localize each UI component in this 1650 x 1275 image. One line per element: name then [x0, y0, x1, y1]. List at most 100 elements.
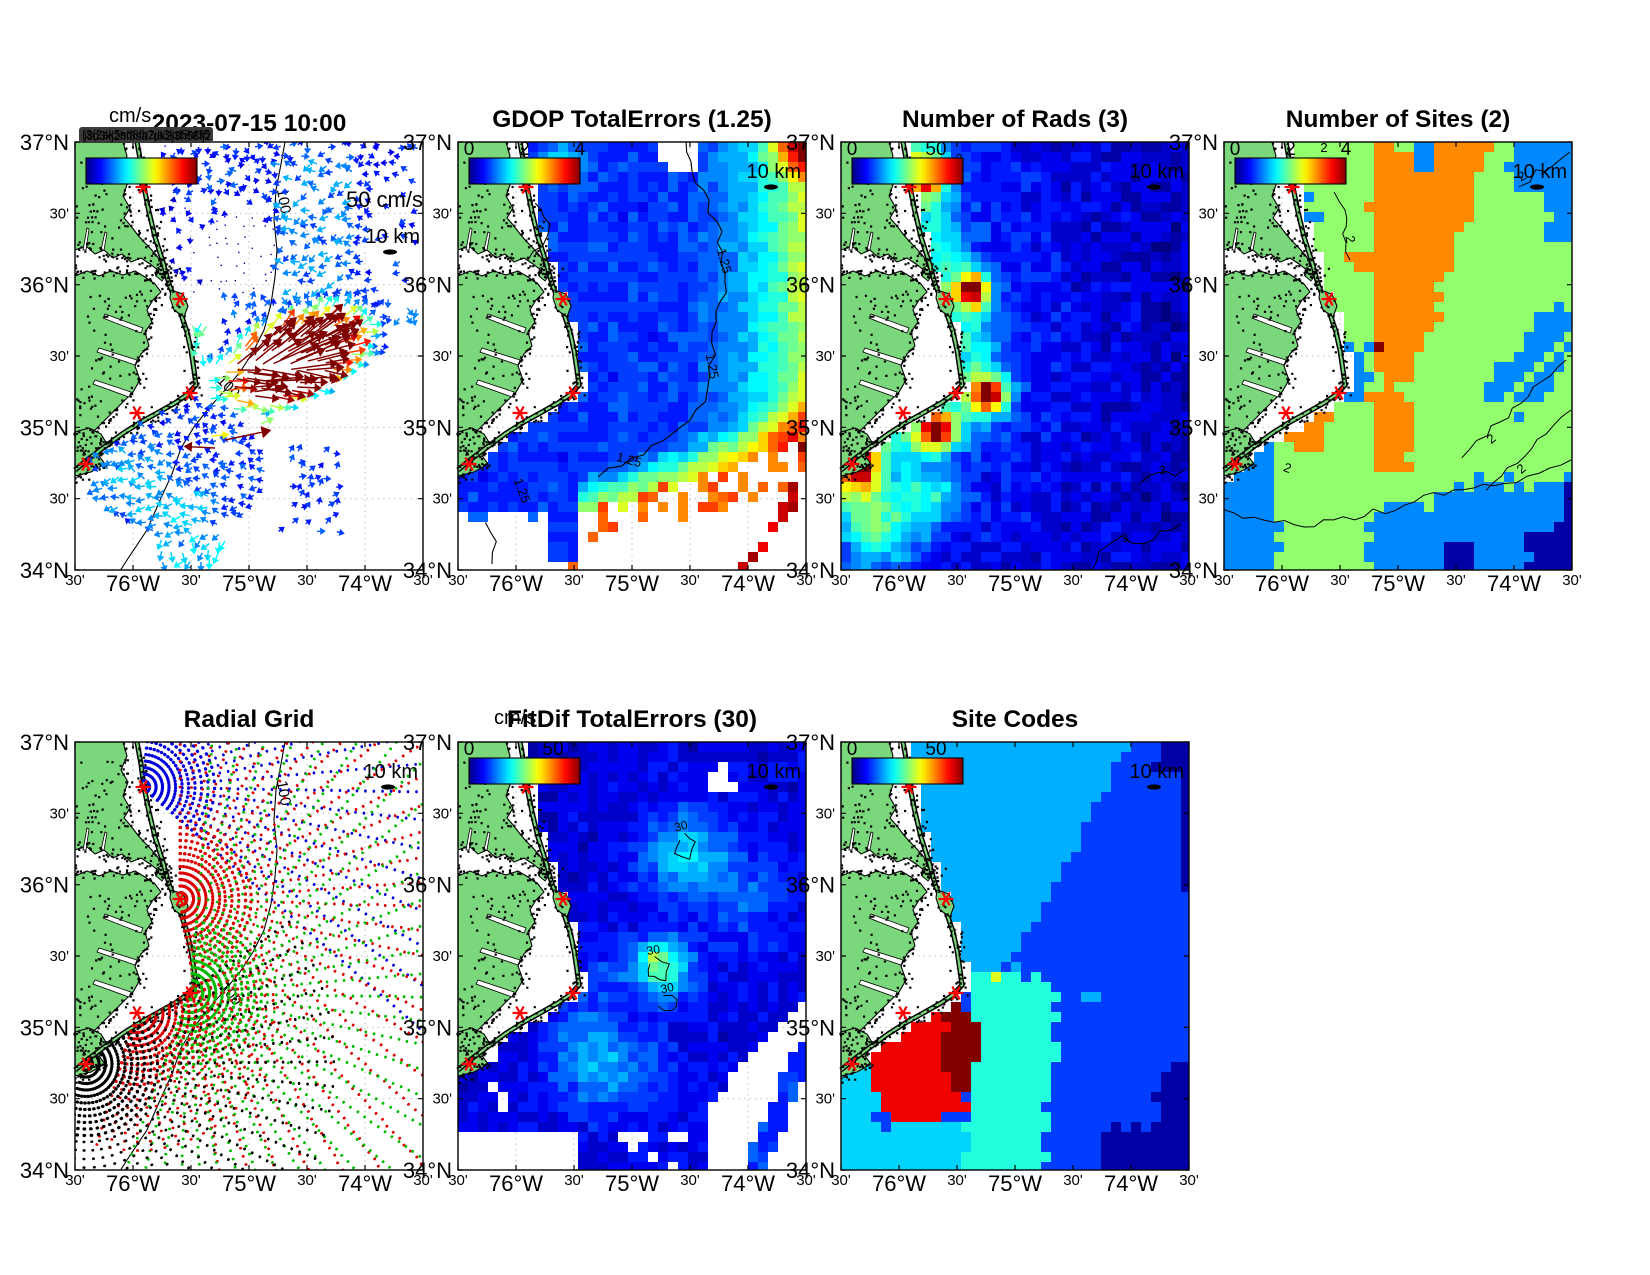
svg-text:36°N: 36°N: [786, 273, 835, 298]
svg-text:30': 30': [1063, 572, 1083, 589]
svg-text:30': 30': [796, 572, 816, 589]
svg-text:74°W: 74°W: [1487, 571, 1541, 596]
svg-text:36°N: 36°N: [20, 273, 69, 298]
svg-text:1.25: 1.25: [714, 247, 735, 275]
svg-text:76°W: 76°W: [106, 571, 160, 596]
svg-text:4: 4: [1341, 139, 1352, 160]
svg-text:30: 30: [659, 980, 675, 997]
svg-text:10 km: 10 km: [1513, 161, 1567, 183]
svg-text:36°N: 36°N: [403, 873, 452, 898]
svg-text:30': 30': [680, 1172, 700, 1189]
svg-text:37°N: 37°N: [403, 730, 452, 755]
svg-text:30': 30': [297, 1172, 317, 1189]
svg-text:30': 30': [432, 491, 452, 508]
svg-text:30': 30': [432, 205, 452, 222]
svg-text:74°W: 74°W: [1104, 1171, 1158, 1196]
svg-text:74°W: 74°W: [721, 571, 775, 596]
svg-text:3: 3: [1158, 463, 1167, 478]
svg-text:37°N: 37°N: [20, 730, 69, 755]
svg-text:37°N: 37°N: [20, 130, 69, 155]
svg-text:30': 30': [947, 1172, 967, 1189]
svg-text:30': 30': [49, 491, 69, 508]
svg-text:74°W: 74°W: [721, 1171, 775, 1196]
svg-text:75°W: 75°W: [222, 1171, 276, 1196]
svg-text:30': 30': [815, 805, 835, 822]
svg-text:3: 3: [1120, 530, 1130, 545]
svg-text:10 km: 10 km: [747, 161, 801, 183]
svg-text:75°W: 75°W: [988, 571, 1042, 596]
svg-text:36°N: 36°N: [403, 273, 452, 298]
svg-text:30': 30': [1198, 491, 1218, 508]
svg-text:FitDif TotalErrors (30): FitDif TotalErrors (30): [507, 706, 757, 733]
svg-text:10 km: 10 km: [747, 761, 801, 783]
svg-text:35°N: 35°N: [1169, 415, 1218, 440]
svg-text:30': 30': [1179, 572, 1199, 589]
svg-text:30': 30': [1446, 572, 1466, 589]
svg-text:30': 30': [1562, 572, 1582, 589]
svg-text:34°N: 34°N: [403, 1158, 452, 1183]
svg-text:30': 30': [181, 1172, 201, 1189]
svg-text:37°N: 37°N: [786, 730, 835, 755]
svg-text:34°N: 34°N: [403, 558, 452, 583]
svg-text:30': 30': [831, 572, 851, 589]
svg-text:76°W: 76°W: [1255, 571, 1309, 596]
svg-text:GDOP TotalErrors (1.25): GDOP TotalErrors (1.25): [492, 106, 772, 133]
svg-text:30': 30': [49, 348, 69, 365]
svg-text:4: 4: [575, 139, 586, 160]
svg-text:74°W: 74°W: [338, 571, 392, 596]
svg-text:30': 30': [432, 948, 452, 965]
svg-text:(3(2ak5sd8fh2ja3kd5hf35: (3(2ak5sd8fh2ja3kd5hf35: [82, 127, 210, 142]
svg-text:cm/s: cm/s: [494, 707, 536, 729]
svg-text:30': 30': [181, 572, 201, 589]
svg-text:0: 0: [464, 139, 475, 160]
svg-text:30: 30: [646, 942, 662, 958]
svg-text:30': 30': [815, 948, 835, 965]
svg-text:0: 0: [847, 739, 858, 760]
svg-text:35°N: 35°N: [786, 1015, 835, 1040]
svg-text:34°N: 34°N: [786, 1158, 835, 1183]
svg-text:10 km: 10 km: [1130, 161, 1184, 183]
svg-text:76°W: 76°W: [489, 571, 543, 596]
svg-text:30': 30': [49, 948, 69, 965]
svg-text:30': 30': [65, 572, 85, 589]
svg-text:36°N: 36°N: [1169, 273, 1218, 298]
svg-text:Radial Grid: Radial Grid: [184, 706, 315, 733]
svg-text:74°W: 74°W: [338, 1171, 392, 1196]
svg-text:1.25: 1.25: [615, 449, 643, 470]
svg-text:30': 30': [432, 805, 452, 822]
svg-text:30': 30': [49, 1091, 69, 1108]
svg-text:35°N: 35°N: [20, 1015, 69, 1040]
svg-text:75°W: 75°W: [605, 571, 659, 596]
svg-text:10 km: 10 km: [364, 761, 418, 783]
svg-text:10 km: 10 km: [1130, 761, 1184, 783]
svg-text:2: 2: [1285, 139, 1296, 160]
svg-text:50: 50: [925, 739, 946, 760]
svg-text:36°N: 36°N: [786, 873, 835, 898]
svg-text:34°N: 34°N: [1169, 558, 1218, 583]
svg-text:34°N: 34°N: [20, 558, 69, 583]
svg-text:50 cm/s: 50 cm/s: [346, 187, 423, 212]
svg-text:30': 30': [448, 572, 468, 589]
svg-text:30': 30': [815, 491, 835, 508]
svg-text:2: 2: [1342, 234, 1358, 244]
svg-text:76°W: 76°W: [489, 1171, 543, 1196]
svg-text:76°W: 76°W: [872, 571, 926, 596]
svg-text:0: 0: [464, 739, 475, 760]
svg-text:2: 2: [1320, 140, 1327, 155]
svg-text:30': 30': [815, 348, 835, 365]
svg-text:30': 30': [564, 1172, 584, 1189]
svg-text:75°W: 75°W: [988, 1171, 1042, 1196]
svg-text:30': 30': [831, 1172, 851, 1189]
svg-text:74°W: 74°W: [1104, 571, 1158, 596]
svg-text:)8d3kj2hf8sa7dk2j3h58fj2: )8d3kj2hf8sa7dk2j3h58fj2: [83, 128, 211, 143]
svg-text:30': 30': [432, 1091, 452, 1108]
svg-text:30': 30': [564, 572, 584, 589]
svg-text:Number of Sites (2): Number of Sites (2): [1286, 106, 1511, 133]
svg-text:76°W: 76°W: [872, 1171, 926, 1196]
svg-text:36°N: 36°N: [20, 873, 69, 898]
svg-text:50: 50: [542, 739, 563, 760]
svg-text:37°N: 37°N: [1169, 130, 1218, 155]
svg-text:30': 30': [947, 572, 967, 589]
svg-text:76°W: 76°W: [106, 1171, 160, 1196]
svg-text:34°N: 34°N: [20, 1158, 69, 1183]
